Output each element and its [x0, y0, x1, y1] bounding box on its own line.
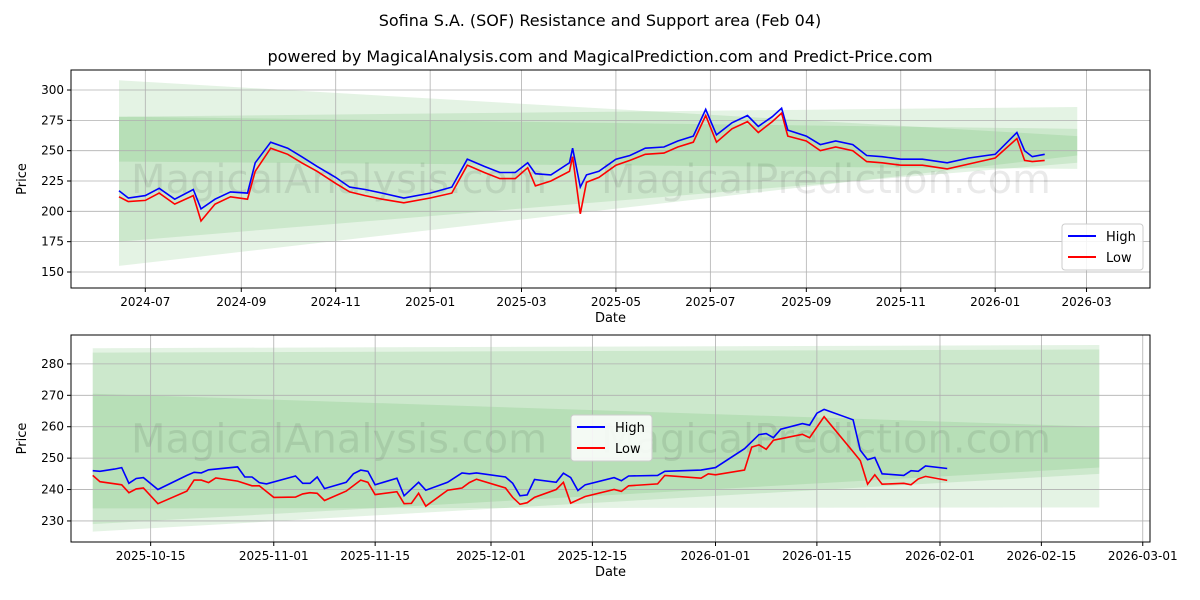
x-tick-label: 2024-09 [216, 295, 266, 309]
x-tick-label: 2024-07 [120, 295, 170, 309]
y-tick-label: 280 [41, 357, 64, 371]
x-tick-label: 2025-09 [781, 295, 831, 309]
y-tick-label: 150 [41, 265, 64, 279]
legend: High Low [1061, 223, 1144, 271]
x-tick-label: 2025-10-15 [116, 549, 186, 563]
y-tick-label: 175 [41, 235, 64, 249]
x-tick-label: 2025-11-15 [340, 549, 410, 563]
x-tick-label: 2025-05 [591, 295, 641, 309]
chart-subtitle: powered by MagicalAnalysis.com and Magic… [267, 47, 932, 66]
legend-high-label: High [615, 421, 645, 436]
y-tick-label: 240 [41, 483, 64, 497]
x-tick-label: 2026-02-01 [905, 549, 975, 563]
y-tick-label: 250 [41, 451, 64, 465]
legend-high-label: High [1106, 230, 1136, 245]
y-tick-label: 225 [41, 174, 64, 188]
high-series-line [92, 408, 948, 498]
legend-low-label: Low [615, 442, 641, 457]
y-tick-label: 230 [41, 514, 64, 528]
high-series-line [118, 106, 1045, 211]
y-axis-label: Price [15, 163, 30, 195]
x-tick-label: 2026-01-15 [782, 549, 852, 563]
plot-frame [70, 69, 1151, 289]
y-tick-label: 275 [41, 113, 64, 127]
watermark-text: MagicalAnalysis.com [131, 417, 547, 463]
low-series-line [92, 415, 948, 508]
legend: High Low [570, 414, 653, 462]
plot-frame [70, 334, 1151, 543]
chart-title: Sofina S.A. (SOF) Resistance and Support… [379, 11, 822, 30]
x-tick-label: 2026-03-01 [1108, 549, 1178, 563]
low-series-line [118, 111, 1045, 223]
x-tick-label: 2026-01-01 [681, 549, 751, 563]
legend-low-label: Low [1106, 251, 1132, 266]
x-tick-label: 2024-11 [311, 295, 361, 309]
x-tick-label: 2025-12-01 [456, 549, 526, 563]
watermark-text: MagicalPrediction.com [601, 417, 1051, 463]
y-tick-label: 260 [41, 420, 64, 434]
x-tick-label: 2025-03 [496, 295, 546, 309]
x-tick-label: 2026-02-15 [1007, 549, 1077, 563]
x-tick-label: 2025-11-01 [239, 549, 309, 563]
x-tick-label: 2025-07 [685, 295, 735, 309]
support-resistance-band [118, 80, 1078, 266]
bottom-chart: 2025-10-15 2025-11-01 2025-11-15 2025-12-01… [15, 334, 1178, 580]
x-tick-label: 2026-03 [1061, 295, 1111, 309]
y-tick-label: 300 [41, 83, 64, 97]
x-tick-label: 2025-12-15 [558, 549, 628, 563]
x-tick-label: 2025-11 [876, 295, 926, 309]
y-tick-label: 200 [41, 204, 64, 218]
y-tick-label: 270 [41, 388, 64, 402]
y-axis-label: Price [15, 423, 30, 455]
x-axis-label: Date [595, 311, 626, 326]
support-resistance-band [118, 107, 1078, 169]
x-axis-label: Date [595, 565, 626, 580]
x-tick-label: 2025-01 [405, 295, 455, 309]
x-tick-label: 2026-01 [970, 295, 1020, 309]
watermark-text: MagicalPrediction.com [601, 157, 1051, 203]
top-chart: 2024-07 2024-09 2024-11 2025-01 2025-03 2025-… [15, 69, 1151, 326]
y-tick-label: 250 [41, 144, 64, 158]
